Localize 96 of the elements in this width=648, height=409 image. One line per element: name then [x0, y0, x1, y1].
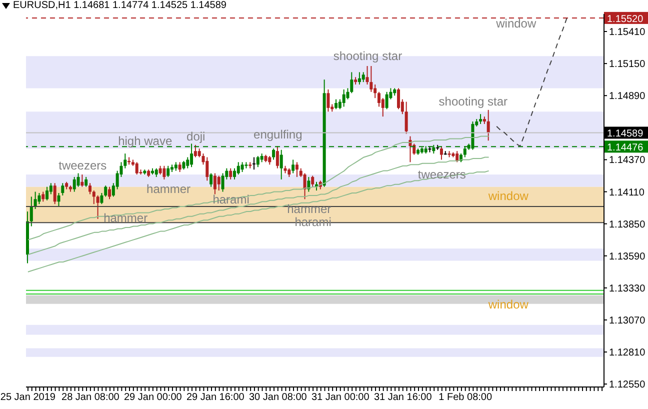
candlestick	[240, 162, 244, 173]
candlestick	[38, 192, 41, 205]
annotation: engulfing	[254, 127, 302, 142]
x-tick-label: 25 Jan 2019	[0, 392, 56, 404]
candlestick	[350, 72, 354, 94]
candlestick	[166, 165, 170, 178]
candlestick	[397, 88, 400, 110]
annotation: shooting star	[333, 48, 402, 63]
candlestick	[76, 172, 80, 188]
candlestick	[276, 146, 279, 169]
line-series	[27, 170, 490, 272]
candlestick	[256, 156, 260, 168]
candlestick	[358, 72, 361, 86]
ref-line-label: 1.14476	[607, 142, 644, 154]
y-tick-label: 1.15150	[609, 59, 646, 70]
candlestick	[377, 91, 380, 108]
candlestick	[80, 174, 84, 188]
candlestick	[326, 88, 330, 112]
y-tick-label: 1.14110	[609, 187, 645, 198]
candlestick	[385, 91, 388, 110]
candlestick	[178, 162, 182, 173]
candlestick	[213, 172, 216, 195]
y-tick-label: 1.12810	[609, 348, 646, 359]
candlestick	[217, 175, 220, 192]
ref-line-label: 1.15520	[607, 14, 644, 25]
candlestick	[108, 186, 112, 200]
candlestick	[46, 186, 49, 201]
candlestick	[49, 182, 52, 195]
x-tick-label: 31 Jan 00:00	[311, 392, 370, 404]
candlestick	[295, 162, 298, 178]
ref-line-label: 1.14589	[607, 128, 644, 140]
y-tick-label: 1.14370	[609, 155, 646, 166]
candlestick	[307, 176, 310, 192]
x-tick-label: 31 Jan 16:00	[374, 392, 432, 404]
candlestick	[194, 144, 197, 158]
candlestick	[186, 156, 190, 169]
annotation: shooting star	[438, 94, 508, 108]
candlestick	[162, 165, 166, 180]
x-tick-label: 29 Jan 00:00	[124, 392, 182, 404]
candlestick	[280, 149, 283, 180]
chart-title: EURUSD,H1 1.14681 1.14774 1.14525 1.14589	[13, 0, 226, 11]
annotation: window	[495, 16, 536, 31]
candlestick	[370, 66, 373, 92]
candlestick	[303, 172, 306, 200]
candlestick	[53, 182, 56, 205]
candlestick	[479, 114, 482, 124]
candlestick	[206, 156, 209, 182]
candlestick	[404, 101, 408, 134]
y-tick-label: 1.15410	[609, 27, 646, 38]
candlestick	[42, 191, 45, 202]
candlestick	[84, 176, 88, 188]
candlestick	[221, 172, 224, 192]
y-tick-label: 1.13070	[609, 315, 646, 326]
candlestick	[72, 176, 76, 192]
candlestick	[229, 168, 232, 180]
candlestick	[272, 148, 276, 160]
candlestick	[34, 191, 37, 210]
candlestick	[374, 84, 377, 99]
candlestick	[96, 194, 100, 220]
candlestick	[236, 162, 240, 175]
annotation: tweezers	[58, 158, 107, 173]
candlestick	[311, 175, 314, 188]
x-tick-label: 1 Feb 08:00	[438, 392, 492, 404]
candlestick	[124, 153, 127, 169]
candlestick	[61, 182, 64, 196]
y-tick-label: 1.13590	[609, 251, 646, 262]
annotation: high wave	[118, 134, 172, 148]
candlestick	[104, 185, 108, 198]
annotation: doji	[186, 129, 206, 144]
candlestick	[210, 172, 213, 188]
candlestick	[252, 156, 256, 170]
candlestick	[100, 192, 104, 205]
candlestick	[88, 182, 92, 195]
candlestick	[486, 109, 490, 142]
candlestick	[30, 196, 33, 227]
candlestick	[92, 190, 96, 205]
x-tick-label: 28 Jan 08:00	[62, 392, 120, 404]
candlestick	[232, 168, 236, 180]
candlestick	[362, 72, 365, 83]
band-label: window	[487, 188, 529, 203]
annotation: hammer	[104, 210, 148, 225]
candlestick	[338, 98, 342, 110]
candlestick	[292, 159, 295, 174]
y-tick-label: 1.14890	[609, 91, 646, 102]
candlestick	[440, 146, 443, 160]
candlestick	[334, 98, 338, 110]
candlestick	[342, 88, 346, 108]
x-tick-label: 29 Jan 16:00	[186, 392, 245, 404]
y-tick-label: 1.13330	[609, 283, 646, 294]
x-tick-label: 30 Jan 08:00	[248, 392, 308, 404]
candlestick	[135, 162, 138, 175]
candlestick	[57, 192, 60, 208]
y-tick-label: 1.12550	[609, 380, 646, 391]
band-label: window	[487, 297, 529, 312]
candlestick	[456, 150, 459, 163]
y-tick-label: 1.13850	[609, 219, 646, 230]
